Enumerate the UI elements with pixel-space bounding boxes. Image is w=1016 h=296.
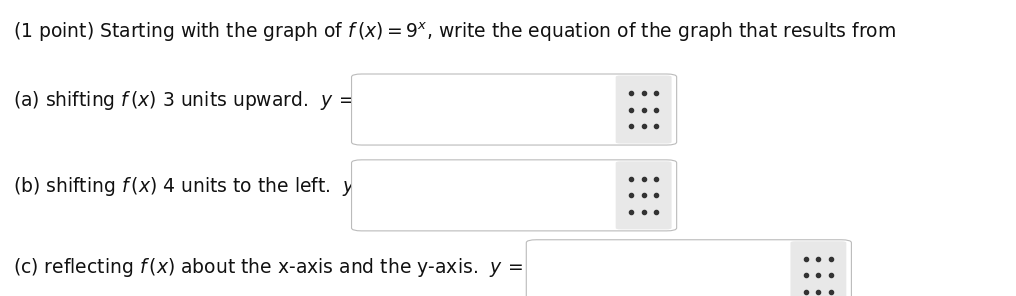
Text: (a) shifting $f\,(x)$ 3 units upward.  $y\,=$: (a) shifting $f\,(x)$ 3 units upward. $y…: [13, 89, 354, 112]
FancyBboxPatch shape: [616, 75, 672, 144]
FancyBboxPatch shape: [352, 160, 677, 231]
Text: (c) reflecting $f\,(x)$ about the x-axis and the y-axis.  $y\,=$: (c) reflecting $f\,(x)$ about the x-axis…: [13, 256, 523, 279]
Text: (1 point) Starting with the graph of $f\,(x) = 9^x$, write the equation of the g: (1 point) Starting with the graph of $f\…: [13, 21, 896, 44]
Text: (b) shifting $f\,(x)$ 4 units to the left.  $y\,=$: (b) shifting $f\,(x)$ 4 units to the lef…: [13, 175, 376, 198]
FancyBboxPatch shape: [790, 241, 846, 296]
FancyBboxPatch shape: [526, 240, 851, 296]
FancyBboxPatch shape: [616, 161, 672, 229]
FancyBboxPatch shape: [352, 74, 677, 145]
